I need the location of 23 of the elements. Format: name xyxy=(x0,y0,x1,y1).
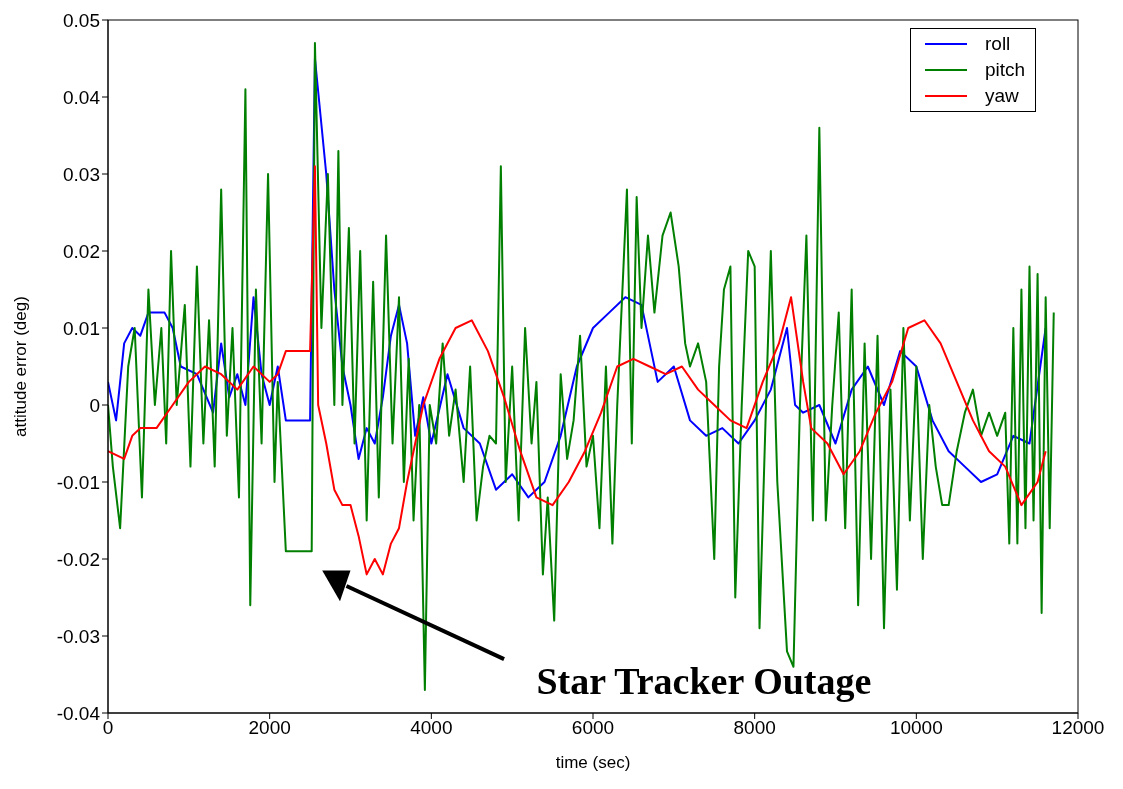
y-tick-label: -0.04 xyxy=(56,702,101,724)
x-tick-label: 4000 xyxy=(410,717,453,739)
x-tick-label: 8000 xyxy=(733,717,776,739)
legend-label: pitch xyxy=(985,59,1026,81)
line-series xyxy=(108,165,1047,576)
y-tick-label: 0.05 xyxy=(63,9,100,31)
y-tick-label: 0.03 xyxy=(63,163,100,185)
y-tick-label: 0.04 xyxy=(63,86,101,108)
y-tick-label: -0.03 xyxy=(56,625,100,647)
y-tick-label: -0.02 xyxy=(56,548,100,570)
y-tick-label: 0.02 xyxy=(63,240,100,262)
x-tick-label: 12000 xyxy=(1051,717,1105,739)
y-tick-label: 0 xyxy=(89,394,100,416)
x-tick-label: 6000 xyxy=(571,717,615,739)
legend-label: yaw xyxy=(985,85,1019,107)
x-tick-label: 10000 xyxy=(889,717,943,739)
y-tick-label: 0.01 xyxy=(63,317,100,339)
annotation: Star Tracker Outage xyxy=(536,659,872,702)
x-axis-title: time (sec) xyxy=(555,753,631,772)
x-tick-label: 2000 xyxy=(248,717,291,739)
legend-label: roll xyxy=(985,33,1011,55)
y-axis-title: attitude error (deg) xyxy=(11,296,31,437)
y-tick-label: -0.01 xyxy=(56,471,100,493)
